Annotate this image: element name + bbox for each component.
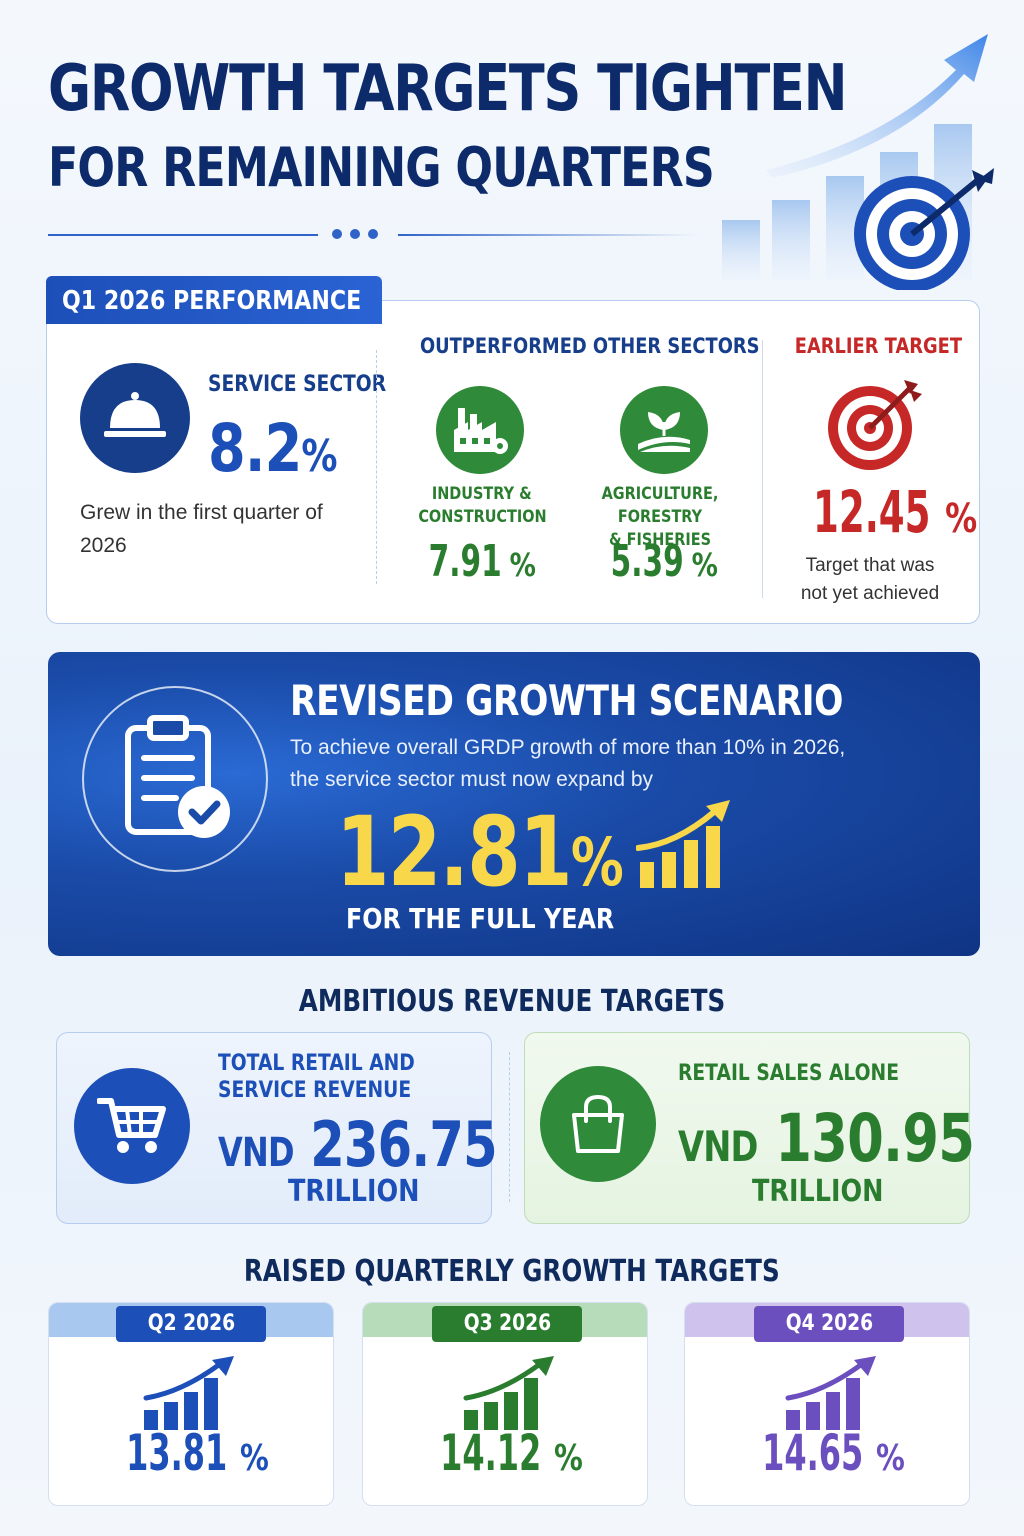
header-divider-left <box>48 234 318 236</box>
target-icon <box>854 168 994 290</box>
divider <box>376 350 377 584</box>
revised-icon-ring <box>82 686 268 872</box>
industry-construction-label: INDUSTRY & CONSTRUCTION <box>417 484 547 527</box>
q3-label: Q3 2026 <box>432 1306 582 1342</box>
total-revenue-value: VND 236.75 <box>218 1108 498 1181</box>
service-bell-icon <box>80 363 190 473</box>
retail-sales-value: VND 130.95 <box>678 1100 975 1177</box>
agriculture-value: 5.39% <box>610 536 718 587</box>
total-revenue-label: TOTAL RETAIL AND SERVICE REVENUE <box>218 1051 415 1103</box>
q2-label: Q2 2026 <box>116 1306 266 1342</box>
revised-growth-value: 12.81% <box>336 796 624 908</box>
retail-sales-label: RETAIL SALES ALONE <box>678 1061 899 1086</box>
growth-chart-icon <box>785 1356 876 1430</box>
growth-chart-icon <box>143 1356 234 1430</box>
header-divider-right <box>398 234 698 236</box>
service-sector-description: Grew in the first quarter of 2026 <box>80 501 323 557</box>
factory-icon <box>436 386 524 474</box>
growth-chart-icon <box>636 800 730 888</box>
q2-target-value: 13.81% <box>125 1424 269 1482</box>
shopping-bag-icon <box>540 1066 656 1182</box>
plant-field-icon <box>620 386 708 474</box>
total-revenue-unit: TRILLION <box>288 1174 420 1209</box>
growth-chart-icon <box>463 1356 554 1430</box>
revised-scenario-title: REVISED GROWTH SCENARIO <box>290 676 844 725</box>
divider <box>509 1052 510 1202</box>
quarterly-section-title: RAISED QUARTERLY GROWTH TARGETS <box>244 1254 780 1289</box>
q1-performance-panel <box>46 300 980 624</box>
earlier-target-description: Target that was not yet achieved <box>800 555 940 604</box>
industry-construction-value: 7.91% <box>428 536 536 587</box>
q4-target-value: 14.65% <box>761 1424 905 1482</box>
shopping-cart-icon <box>74 1068 190 1184</box>
outperformed-label: OUTPERFORMED OTHER SECTORS <box>419 334 760 358</box>
revised-scenario-description: To achieve overall GRDP growth of more t… <box>290 736 846 791</box>
revised-scenario-subtitle: FOR THE FULL YEAR <box>346 902 615 935</box>
growth-target-illustration <box>722 34 994 290</box>
earlier-target-value: 12.45% <box>813 478 978 546</box>
earlier-target-label: EARLIER TARGET <box>794 334 963 358</box>
page-subtitle: FOR REMAINING QUARTERS <box>48 136 715 199</box>
revenue-section-title: AMBITIOUS REVENUE TARGETS <box>298 984 726 1019</box>
divider <box>762 340 763 598</box>
agriculture-label: AGRICULTURE, FORESTRY & FISHERIES <box>601 484 719 550</box>
q1-performance-tab: Q1 2026 PERFORMANCE <box>46 276 382 324</box>
clipboard-check-icon <box>125 715 230 838</box>
service-sector-label: SERVICE SECTOR <box>208 372 387 397</box>
page-title: GROWTH TARGETS TIGHTEN <box>48 52 848 126</box>
target-arrow-icon <box>828 380 922 470</box>
header-divider-dots <box>332 229 388 241</box>
q4-label: Q4 2026 <box>754 1306 904 1342</box>
service-sector-value: 8.2% <box>208 410 338 487</box>
retail-sales-unit: TRILLION <box>752 1174 884 1209</box>
q3-target-value: 14.12% <box>439 1424 583 1482</box>
